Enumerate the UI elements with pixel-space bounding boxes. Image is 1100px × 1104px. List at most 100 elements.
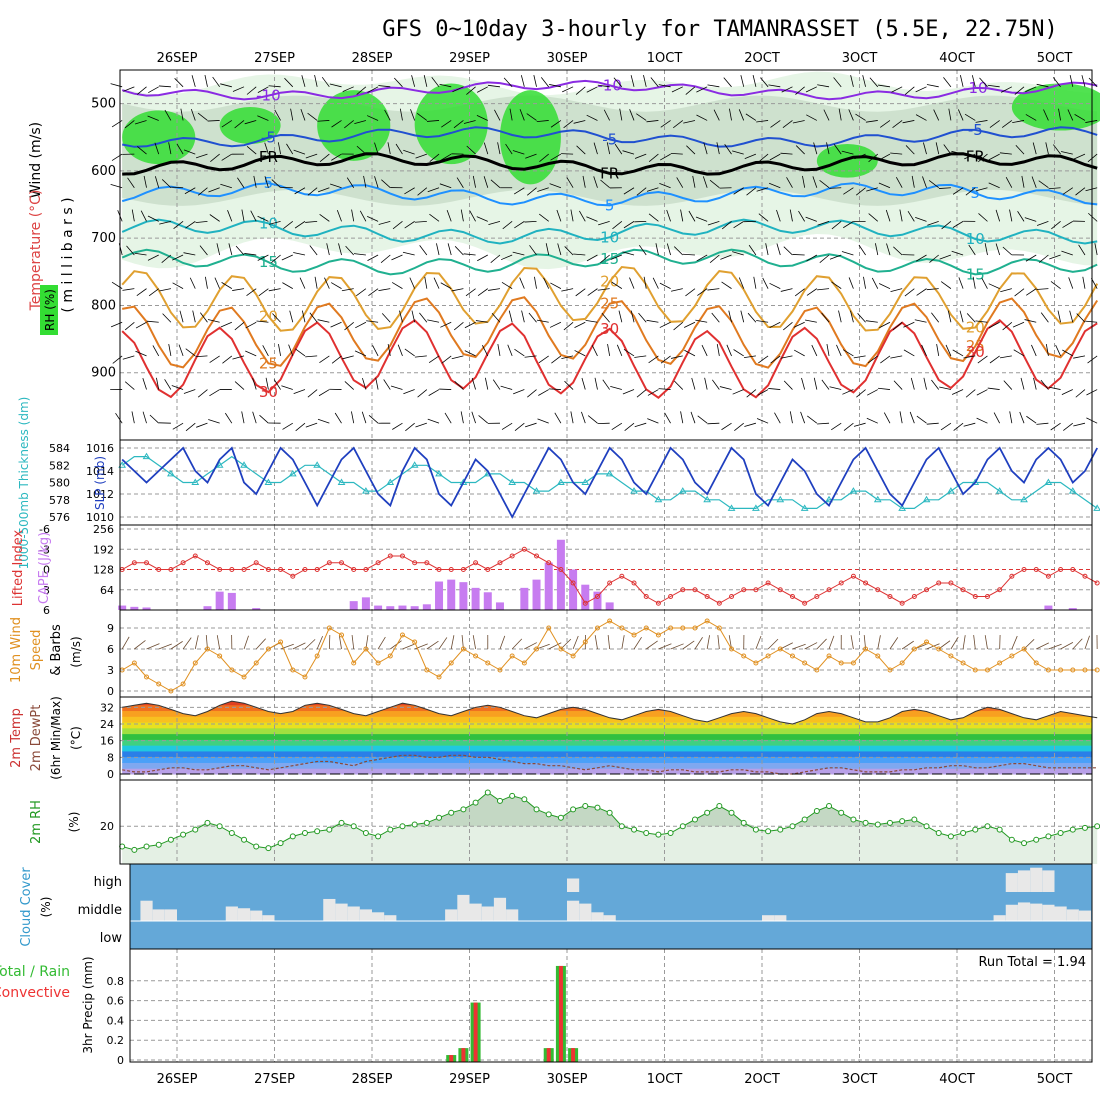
cloud-middle-bar <box>994 915 1006 921</box>
rh-marker <box>729 810 734 815</box>
cape-tick: 64 <box>100 584 114 597</box>
speed-label-g: Speed <box>29 630 44 671</box>
date-label-bottom: 30SEP <box>547 1072 588 1087</box>
temp-tick: 8 <box>107 751 114 764</box>
date-label-bottom: 27SEP <box>254 1072 295 1087</box>
cape-bar <box>203 606 211 610</box>
temp2m-label-g: 2m Temp <box>9 708 24 768</box>
cape-bar <box>520 588 528 610</box>
rh-marker <box>400 824 405 829</box>
upper-wind-barb <box>171 187 183 188</box>
precip-conv-bar <box>474 1003 478 1062</box>
rh-marker <box>363 830 368 835</box>
rh-marker <box>412 822 417 827</box>
cloud-middle-bar <box>1018 902 1030 921</box>
cloud-middle-bar <box>238 908 250 921</box>
rh-marker <box>229 830 234 835</box>
rh-marker <box>814 809 819 814</box>
rh-marker <box>1022 841 1027 846</box>
cloud-middle-bar <box>457 895 469 921</box>
rh-marker <box>522 797 527 802</box>
rh-marker <box>376 834 381 839</box>
isotherm-label: -5 <box>968 121 983 139</box>
cloud-high-bar <box>1042 870 1054 892</box>
cloud-middle-bar <box>165 909 177 921</box>
cloud-tick: low <box>100 931 123 946</box>
cloud-middle-bar <box>1067 909 1079 921</box>
rh-marker <box>497 798 502 803</box>
rh-unit-label: (%) <box>67 812 81 833</box>
minmax-label: (6hr Min/Max) <box>49 696 63 780</box>
pressure-tick: 500 <box>91 97 116 112</box>
pressure-tick: 700 <box>91 231 116 246</box>
rh-marker <box>156 842 161 847</box>
rh-marker <box>242 837 247 842</box>
temp-band <box>120 734 1092 740</box>
pressure-tick: 800 <box>91 298 116 313</box>
temp-tick: 0 <box>107 768 114 781</box>
rh2m-label-g: 2m RH <box>29 800 44 844</box>
cloud-middle-bar <box>250 911 262 921</box>
precip-conv-bar <box>571 1048 575 1062</box>
slp-label: SLP (mb) <box>93 456 107 510</box>
isotherm-label: -5 <box>602 130 617 148</box>
upper-wind-label: Wind (m/s) <box>28 122 44 198</box>
wind-unit-label: (m/s) <box>69 636 83 667</box>
cloud-middle-bar <box>384 915 396 921</box>
date-label-top: 29SEP <box>449 51 490 66</box>
precip-tick: 0.8 <box>107 975 125 988</box>
rh-marker <box>193 827 198 832</box>
wind10-label-g: 10m Wind <box>9 617 24 683</box>
rh-marker <box>437 815 442 820</box>
date-label-bottom: 2OCT <box>744 1072 780 1087</box>
cape-bar <box>545 563 553 610</box>
thickness-tick: 584 <box>49 442 70 455</box>
cape-tick: 256 <box>93 523 114 536</box>
temp-tick: 16 <box>100 735 114 748</box>
cloud-bg <box>130 864 1092 949</box>
date-label-bottom: 26SEP <box>157 1072 198 1087</box>
rh-marker <box>668 830 673 835</box>
rh-marker <box>875 822 880 827</box>
rh-marker <box>1082 825 1087 830</box>
rh-marker <box>595 805 600 810</box>
precip-tick: 0 <box>117 1054 124 1067</box>
dewpt2m-label-g: 2m DewPt <box>29 705 44 772</box>
cloud-middle-bar <box>591 912 603 921</box>
rh-marker <box>839 810 844 815</box>
rh-marker <box>766 829 771 834</box>
date-label-top: 2OCT <box>744 51 780 66</box>
cloud-middle-bar <box>1030 904 1042 921</box>
cloud-tick: middle <box>78 903 122 918</box>
cloud-middle-bar <box>567 901 579 921</box>
cloud-tick: high <box>94 875 122 890</box>
cape-tick: 192 <box>93 543 114 556</box>
rh-marker <box>1034 837 1039 842</box>
li-label-g: Lifted Index <box>11 529 26 606</box>
temp-unit-g: (°C) <box>69 726 83 750</box>
upper-pressure-label-g: ( m i l l i b a r s ) <box>60 197 76 312</box>
temp-band <box>120 728 1092 734</box>
rh-marker <box>424 820 429 825</box>
cloud-high-bar <box>1018 870 1030 892</box>
cloud-middle-bar <box>262 915 274 921</box>
isotherm-label: FR <box>600 164 619 182</box>
rh-marker <box>168 837 173 842</box>
cape-bar <box>216 592 224 610</box>
rh-marker <box>717 803 722 808</box>
pressure-tick: 900 <box>91 366 116 381</box>
run-total-label: Run Total = 1.94 <box>978 955 1086 970</box>
date-label-top: 30SEP <box>547 51 588 66</box>
cape-bar <box>228 593 236 610</box>
rh-marker <box>692 817 697 822</box>
rh-marker <box>948 834 953 839</box>
pressure-tick: 600 <box>91 164 116 179</box>
cloud-middle-bar <box>762 915 774 921</box>
rh-tick: 20 <box>100 820 114 833</box>
cloud-middle-bar <box>335 904 347 921</box>
precip-total-label: Total / Rain <box>0 964 70 980</box>
cloud-middle-bar <box>445 909 457 921</box>
precip-conv-bar <box>461 1048 465 1062</box>
